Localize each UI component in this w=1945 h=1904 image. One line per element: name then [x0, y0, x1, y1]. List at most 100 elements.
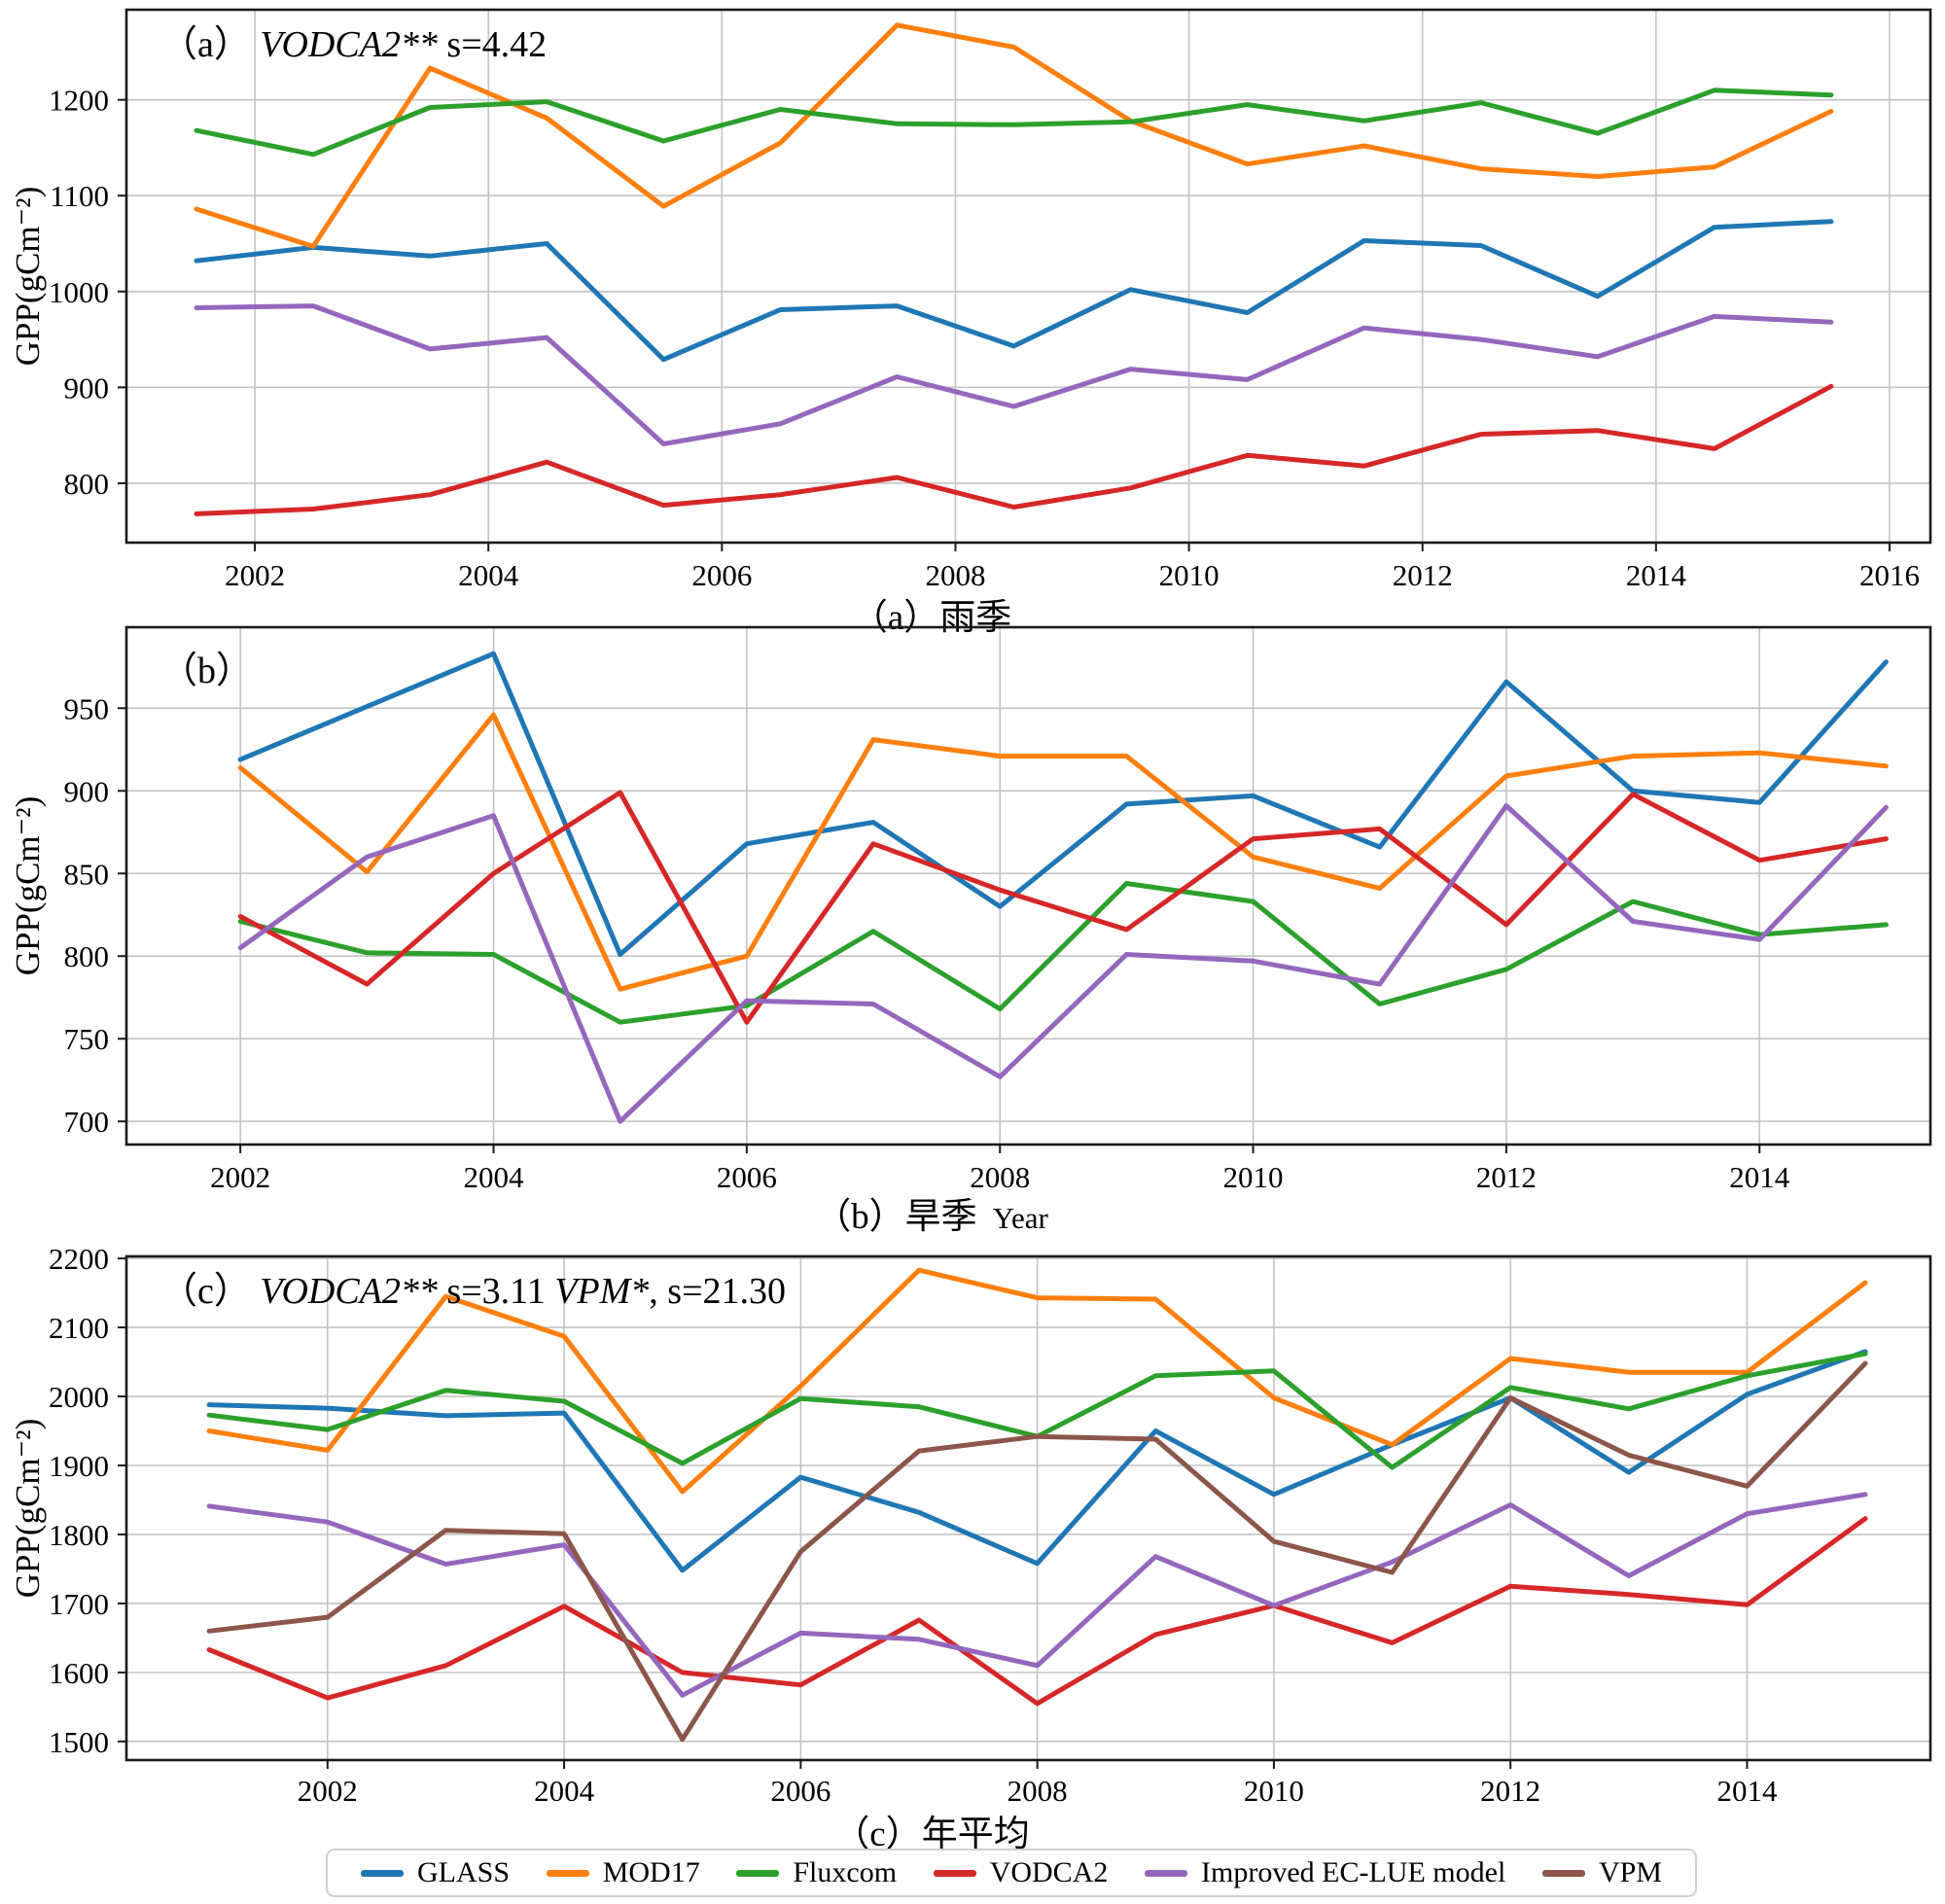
y-tick-label: 1500: [49, 1725, 109, 1759]
eclue-line-swatch-icon: [1145, 1869, 1188, 1877]
series-line-vodca2: [237, 790, 1889, 1025]
panel-caption-text: （b）旱季: [815, 1197, 977, 1237]
x-tick-label: 2012: [1480, 1774, 1540, 1808]
axes-frame: [124, 625, 1932, 1146]
panel-title: （a） VODCA2** s=4.42: [160, 24, 547, 65]
legend: GLASS MOD17 Fluxcom VODCA2 Improved EC-L…: [326, 1849, 1697, 1897]
panel-caption: （a）雨季: [852, 598, 1011, 638]
x-tick-label: 2014: [1626, 558, 1687, 592]
y-tick-label: 850: [64, 857, 110, 891]
y-tick-label: 750: [64, 1022, 110, 1056]
x-tick-label: 2008: [1008, 1774, 1068, 1808]
series-line-glass: [194, 219, 1834, 363]
y-tick-label: 2200: [49, 1242, 109, 1276]
x-tick-label: 2014: [1729, 1160, 1790, 1194]
panel-caption: （b）旱季 Year: [815, 1197, 1048, 1237]
y-tick-label: 1000: [49, 275, 109, 309]
vpm-line-swatch-icon: [1541, 1869, 1585, 1877]
panel-title-part: s=4.42: [438, 24, 547, 65]
panel-c: 2002 2004 2006 2008 2010 2012 2014 1500 1600 1700…: [9, 1242, 1932, 1854]
y-axis-label: GPP(gCm⁻²): [9, 187, 47, 367]
x-tick-label: 2004: [464, 1160, 525, 1194]
legend-item-eclue: Improved EC-LUE model: [1145, 1856, 1505, 1889]
x-tick-label: 2014: [1716, 1774, 1778, 1808]
panel-title-part: s=3.11: [438, 1271, 554, 1312]
y-tick-label: 800: [64, 939, 110, 973]
panel-title-part: , s=21.30: [649, 1271, 786, 1312]
x-tick-label: 2004: [458, 558, 519, 592]
series-line-fluxcom: [237, 881, 1889, 1025]
x-tick-label: 2010: [1159, 558, 1220, 592]
series-line-improved-ec-lue-model: [237, 803, 1889, 1124]
legend-label: GLASS: [417, 1856, 511, 1888]
y-tick-label: 700: [64, 1105, 110, 1139]
y-tick-label: 1200: [49, 84, 109, 118]
y-tick-label: 1100: [50, 179, 109, 213]
x-tick-label: 2006: [691, 558, 752, 592]
series-line-improved-ec-lue-model: [194, 303, 1834, 446]
mod17-line-swatch-icon: [546, 1869, 589, 1877]
x-tick-label: 2012: [1476, 1160, 1537, 1194]
panel-b: 2002 2004 2006 2008 2010 2012 2014 700 750 800 850…: [9, 625, 1932, 1237]
x-tick-label: 2006: [770, 1774, 831, 1808]
panel-caption: （c）年平均: [833, 1814, 1029, 1854]
y-tick-label: 800: [64, 467, 110, 501]
series-line-fluxcom: [194, 88, 1834, 158]
fluxcom-line-swatch-icon: [736, 1869, 780, 1877]
x-tick-label: 2016: [1859, 558, 1920, 592]
legend-item-glass: GLASS: [361, 1856, 510, 1889]
legend-label: Improved EC-LUE model: [1201, 1856, 1506, 1888]
x-tick-label: 2004: [534, 1774, 595, 1808]
panel-caption-text: （a）雨季: [852, 598, 1011, 638]
panel-caption-text: （c）年平均: [833, 1814, 1029, 1854]
legend-label: Fluxcom: [793, 1856, 898, 1888]
panel-title: （c） VODCA2** s=3.11 VPM*, s=21.30: [160, 1271, 786, 1312]
legend-label: VPM: [1598, 1856, 1662, 1888]
legend-label: VODCA2: [989, 1856, 1109, 1888]
series-line-glass: [237, 651, 1889, 957]
x-tick-label: 2008: [925, 558, 985, 592]
y-tick-label: 950: [64, 691, 110, 725]
y-tick-label: 1900: [49, 1449, 109, 1483]
y-tick-label: 1700: [49, 1587, 109, 1621]
x-axis-label: Year: [993, 1201, 1049, 1235]
legend-item-vpm: VPM: [1541, 1856, 1662, 1889]
y-tick-label: 900: [64, 370, 110, 405]
series-line-vodca2: [194, 383, 1834, 516]
legend-item-fluxcom: Fluxcom: [736, 1856, 897, 1889]
y-tick-label: 2100: [49, 1311, 109, 1345]
series-line-mod17: [206, 1267, 1868, 1495]
x-tick-label: 2012: [1393, 558, 1453, 592]
x-tick-label: 2010: [1223, 1160, 1284, 1194]
vodca2-line-swatch-icon: [933, 1869, 976, 1877]
x-tick-label: 2002: [210, 1160, 270, 1194]
legend-label: MOD17: [602, 1856, 700, 1888]
series-line-vpm: [206, 1360, 1868, 1743]
x-tick-label: 2008: [970, 1160, 1030, 1194]
y-tick-label: 2000: [49, 1380, 109, 1414]
series-line-mod17: [194, 22, 1834, 249]
x-tick-label: 2010: [1244, 1774, 1304, 1808]
panel-title-part: VODCA2**: [260, 1271, 438, 1312]
series-line-vodca2: [206, 1516, 1868, 1707]
panel-title: （b）: [160, 651, 253, 691]
y-tick-label: 1800: [49, 1518, 109, 1552]
y-tick-label: 900: [64, 774, 110, 808]
glass-line-swatch-icon: [361, 1869, 404, 1877]
x-tick-label: 2006: [717, 1160, 777, 1194]
panel-title-part: VPM*: [554, 1271, 649, 1312]
x-tick-label: 2002: [225, 558, 285, 592]
legend-item-mod17: MOD17: [546, 1856, 700, 1889]
panel-title-part: VODCA2**: [260, 24, 438, 65]
axes-frame: [124, 8, 1932, 545]
x-tick-label: 2002: [298, 1774, 358, 1808]
panel-title-part: （b）: [160, 651, 253, 691]
axes-frame: [124, 1254, 1932, 1762]
panel-title-part: （a）: [160, 24, 260, 65]
panel-title-part: （c）: [160, 1271, 260, 1312]
y-tick-label: 1600: [49, 1656, 109, 1690]
series-line-glass: [206, 1349, 1868, 1573]
y-axis-label: GPP(gCm⁻²): [9, 1419, 47, 1599]
